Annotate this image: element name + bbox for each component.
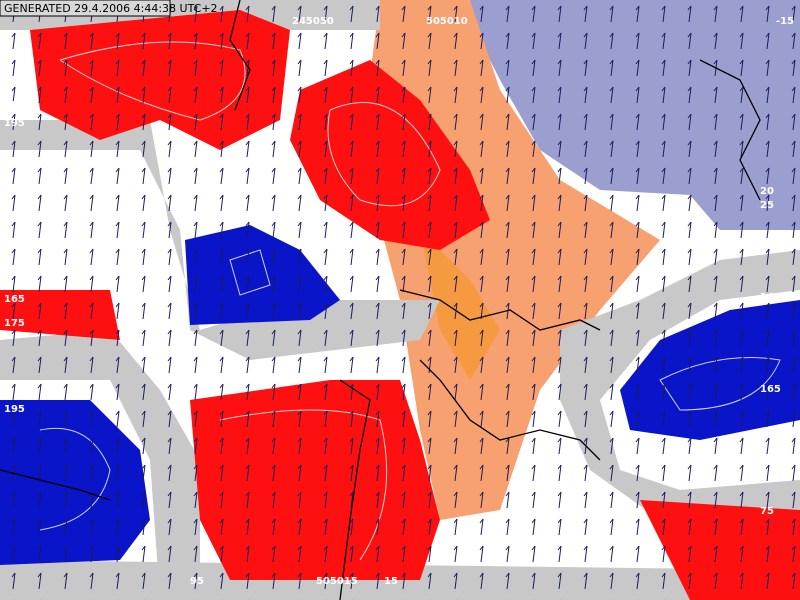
contour-label: 195 [4,100,25,111]
contour-label: 245050 [292,16,334,27]
header-box [0,0,171,17]
contour-label: 505010 [426,16,468,27]
contour-label: 25 [760,200,774,211]
contour-label: 195 [4,118,25,129]
contour-label: 175 [4,318,25,329]
contour-label: 95 [190,576,204,587]
contour-label: 165 [760,292,781,303]
contour-label: -15 [776,16,794,27]
contour-labels: 245050 505010 -15 195 195 165 175 195 20… [4,16,794,587]
contour-label: 165 [4,294,25,305]
generated-stamp: GENERATED 29.4.2006 4:44:38 UTC+2 [4,2,218,15]
contour-label: 195 [4,404,25,415]
contour-label: 20 [760,186,774,197]
borders [0,0,761,600]
contour-label: 75 [760,506,774,517]
contour-label: 165 [760,384,781,395]
contour-label: 15 [384,576,398,587]
contour-label: 505015 [316,576,358,587]
